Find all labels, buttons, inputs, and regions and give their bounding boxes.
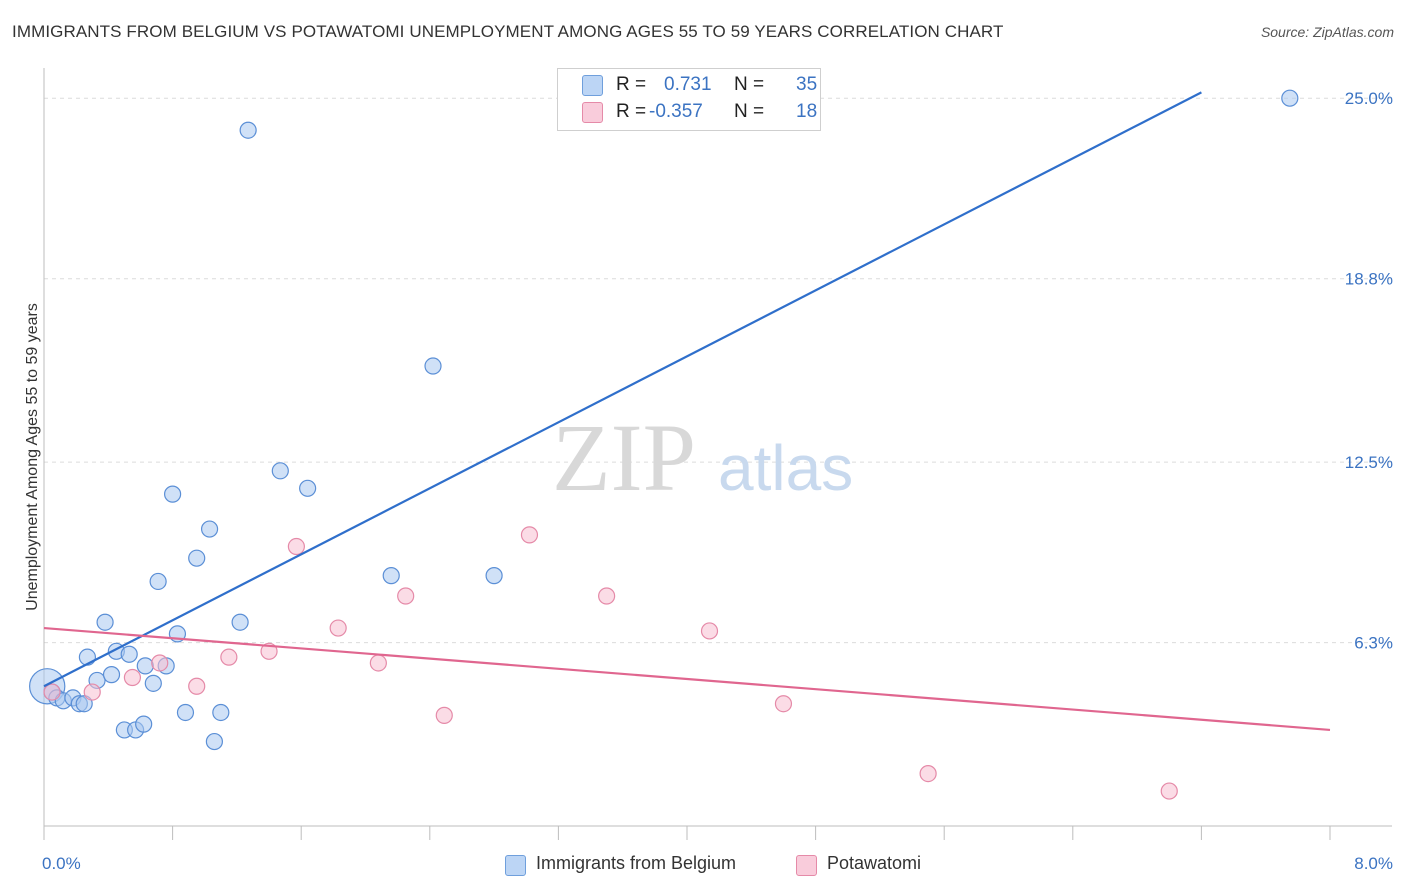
potawatomi-trend-line bbox=[43, 626, 1331, 732]
x-tick-label-max: 8.0% bbox=[1354, 854, 1393, 873]
potawatomi-point bbox=[435, 706, 453, 724]
belgium-point bbox=[136, 657, 154, 675]
potawatomi-point bbox=[1160, 782, 1178, 800]
potawatomi-point bbox=[43, 683, 61, 701]
points-layer bbox=[29, 89, 1299, 800]
belgium-point bbox=[1281, 89, 1299, 107]
belgium-point bbox=[212, 703, 230, 722]
belgium-point bbox=[271, 462, 289, 480]
belgium-point bbox=[144, 674, 162, 692]
legend-r-label: R = bbox=[616, 101, 647, 122]
legend-n-label: N = bbox=[734, 74, 765, 95]
belgium-trend-line bbox=[43, 91, 1202, 688]
belgium-point bbox=[149, 572, 167, 591]
potawatomi-point bbox=[598, 587, 616, 605]
belgium-point bbox=[239, 121, 257, 139]
grid-layer bbox=[44, 97, 1392, 644]
belgium-point bbox=[176, 703, 195, 722]
potawatomi-point bbox=[774, 695, 793, 713]
potawatomi-point bbox=[369, 654, 387, 672]
potawatomi-point bbox=[151, 654, 169, 672]
legend-swatch-belgium bbox=[582, 75, 603, 96]
legend-label-potawatomi: Potawatomi bbox=[827, 853, 922, 873]
legend-swatch-potawatomi bbox=[582, 102, 603, 123]
potawatomi-point bbox=[123, 668, 142, 687]
belgium-point bbox=[164, 485, 182, 503]
legend-swatch-belgium bbox=[505, 855, 526, 876]
belgium-point bbox=[75, 695, 93, 713]
belgium-point bbox=[382, 567, 400, 585]
y-tick-label: 6.3% bbox=[1354, 634, 1393, 653]
belgium-point bbox=[78, 648, 97, 666]
legend-swatch-potawatomi bbox=[796, 855, 817, 876]
legend-label-belgium: Immigrants from Belgium bbox=[536, 853, 737, 873]
watermark-atlas: atlas bbox=[718, 432, 853, 504]
belgium-point bbox=[205, 732, 223, 751]
legend-n-label: N = bbox=[734, 101, 765, 122]
belgium-point bbox=[102, 666, 121, 684]
chart-title: IMMIGRANTS FROM BELGIUM VS POTAWATOMI UN… bbox=[12, 22, 1004, 41]
belgium-point bbox=[135, 715, 153, 733]
legend-r-label: R = bbox=[616, 74, 647, 95]
y-tick-label: 12.5% bbox=[1345, 453, 1393, 472]
belgium-point bbox=[188, 549, 206, 567]
y-axis-label: Unemployment Among Ages 55 to 59 years bbox=[24, 303, 41, 611]
y-tick-label: 25.0% bbox=[1345, 89, 1393, 108]
legend-n-value: 35 bbox=[796, 74, 818, 95]
trend-layer bbox=[43, 91, 1331, 732]
x-tick-label-min: 0.0% bbox=[42, 854, 81, 873]
watermark-zip: ZIP bbox=[552, 404, 696, 511]
potawatomi-point bbox=[220, 648, 238, 666]
potawatomi-point bbox=[260, 642, 278, 660]
legend-r-value: -0.357 bbox=[649, 101, 703, 122]
watermark: ZIP atlas bbox=[552, 404, 853, 511]
belgium-point bbox=[120, 645, 138, 663]
potawatomi-point bbox=[397, 587, 415, 605]
legend-item-belgium: Immigrants from Belgium bbox=[505, 853, 775, 877]
potawatomi-point bbox=[329, 619, 347, 637]
belgium-point bbox=[299, 479, 317, 497]
chart-source: Source: ZipAtlas.com bbox=[1260, 24, 1394, 40]
legend-n-value: 18 bbox=[796, 101, 818, 122]
y-tick-label: 18.8% bbox=[1345, 270, 1393, 289]
correlation-legend: R = 0.731 N = 35 R = -0.357 N = 18 bbox=[557, 68, 821, 131]
potawatomi-point bbox=[520, 526, 539, 544]
potawatomi-point bbox=[188, 677, 206, 695]
legend-item-potawatomi: Potawatomi bbox=[796, 853, 956, 877]
potawatomi-point bbox=[919, 764, 937, 783]
potawatomi-point bbox=[83, 683, 101, 701]
belgium-point bbox=[96, 613, 114, 631]
belgium-point bbox=[200, 520, 219, 538]
potawatomi-point bbox=[700, 622, 719, 640]
belgium-point bbox=[485, 567, 503, 585]
legend-r-value: 0.731 bbox=[664, 74, 712, 95]
belgium-point bbox=[424, 357, 442, 375]
belgium-point bbox=[231, 613, 249, 631]
potawatomi-point bbox=[287, 537, 305, 556]
